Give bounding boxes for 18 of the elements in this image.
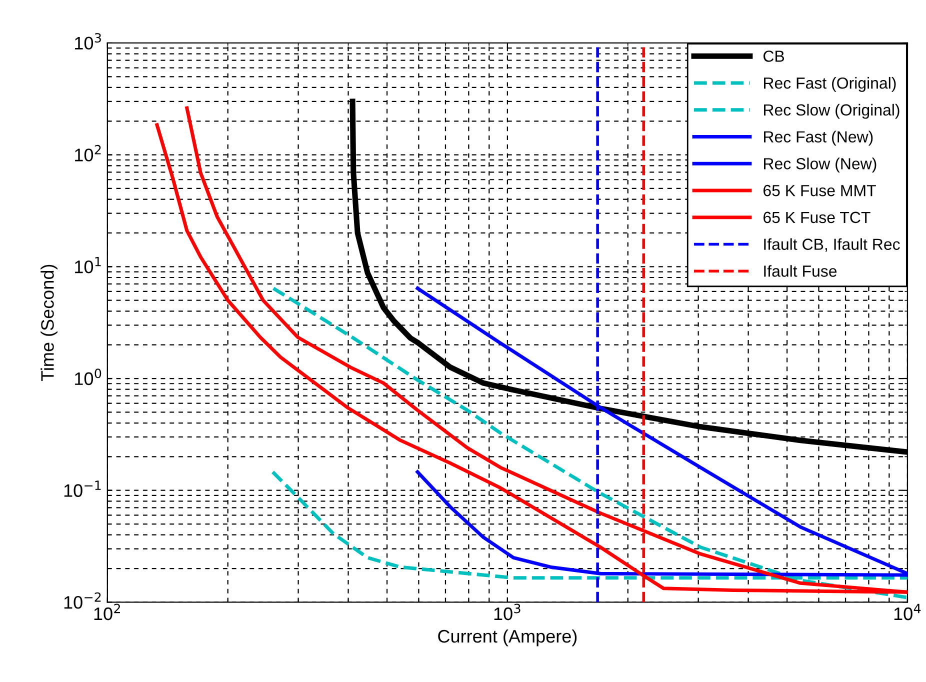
legend-label: Rec Fast (New) [764,130,873,146]
y-tick-label: 10$^{1}$ [75,256,101,274]
y-tick-label: 10$^{3}$ [75,33,101,50]
legend-label: 65 K Fuse TCT [764,212,870,224]
x-axis-title: Current (Ampere) [438,629,577,646]
legend-label: Ifault CB, Ifault Rec [764,238,900,252]
legend-label: Ifault Fuse [764,265,837,277]
y-axis-title: Time (Second) [40,264,58,382]
y-tick-label: 10$^{0}$ [75,368,102,386]
legend-label: Rec Slow (Original) [764,104,900,119]
legend-label: Rec Slow (New) [764,158,876,173]
legend-label: 65 K Fuse MMT [764,184,876,196]
y-tick-label: 10$^{2}$ [75,144,101,162]
y-tick-label: 10$^{−1}$ [64,480,101,497]
x-tick-label: 10$^{3}$ [494,604,520,620]
legend-label: Rec Fast (Original) [764,77,896,92]
legend-label: CB [764,50,784,62]
x-tick-label: 10$^{4}$ [894,604,921,620]
